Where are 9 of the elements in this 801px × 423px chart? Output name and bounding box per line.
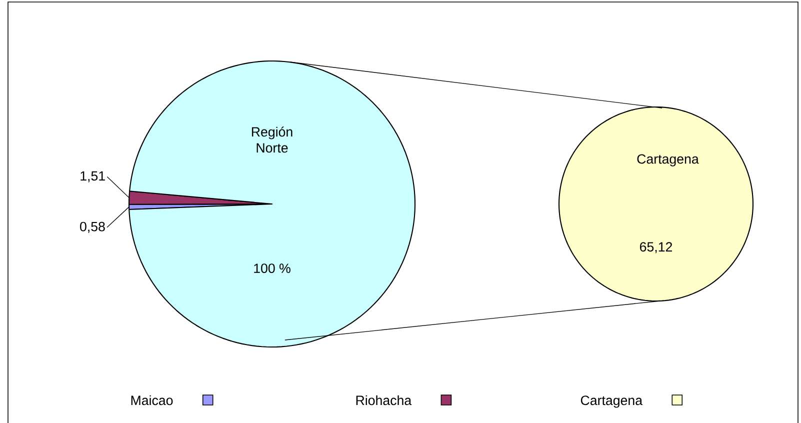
data-label: 0,58 bbox=[80, 222, 105, 233]
data-label: 65,12 bbox=[640, 242, 672, 254]
legend-label: Cartagena bbox=[580, 396, 643, 408]
text: Región Norte bbox=[252, 126, 292, 153]
legend-label: Maicao bbox=[131, 395, 173, 406]
text: Cartagena bbox=[637, 154, 699, 166]
data-label: 100 % bbox=[254, 264, 290, 274]
legend-label: Riohacha bbox=[356, 395, 412, 406]
data-label: 1,51 bbox=[80, 171, 105, 182]
